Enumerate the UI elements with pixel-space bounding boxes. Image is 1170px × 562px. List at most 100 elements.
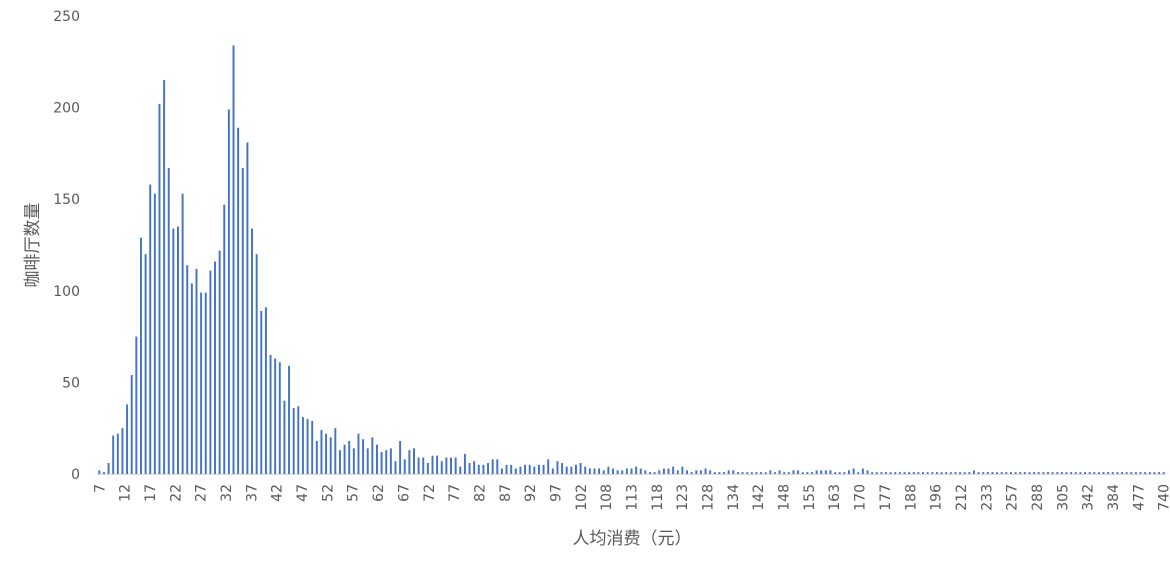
bar (972, 470, 975, 474)
bar (246, 142, 249, 474)
bar (982, 472, 985, 474)
x-axis-title: 人均消费（元） (573, 529, 692, 549)
bar (903, 472, 906, 474)
x-tick-label: 7 (92, 484, 108, 493)
bar (949, 472, 952, 474)
bar (195, 268, 198, 474)
bar (556, 461, 559, 474)
bar (264, 307, 267, 474)
x-tick-label: 170 (853, 484, 869, 511)
bar (186, 265, 189, 474)
x-tick-label: 740 (1157, 484, 1170, 511)
bar (177, 226, 179, 474)
x-tick-label: 97 (548, 484, 564, 502)
y-tick-label: 0 (71, 467, 80, 483)
bar (1130, 472, 1133, 474)
x-tick-label: 52 (320, 484, 336, 502)
bar (519, 466, 522, 474)
bar (644, 470, 647, 474)
bar (505, 464, 508, 474)
bar (440, 461, 443, 474)
bar (278, 362, 281, 474)
bar (561, 463, 564, 474)
bar (764, 472, 767, 474)
x-tick-label: 37 (244, 484, 260, 502)
y-tick-label: 50 (62, 375, 80, 391)
bar (98, 470, 101, 474)
bar (130, 375, 133, 474)
bar (116, 433, 119, 474)
x-tick-label: 82 (472, 484, 488, 502)
bar (806, 472, 809, 474)
bar (861, 468, 864, 474)
bar (542, 464, 545, 474)
bar (112, 435, 115, 474)
bar (848, 470, 850, 474)
x-tick-label: 92 (523, 484, 539, 502)
bar (857, 472, 860, 474)
bar (510, 464, 513, 474)
x-tick-label: 305 (1055, 484, 1071, 511)
bar (760, 472, 763, 474)
bar (362, 439, 365, 474)
bar (325, 433, 328, 474)
bar (431, 455, 434, 474)
y-axis-title: 咖啡厅数量 (23, 203, 43, 288)
bar (959, 472, 962, 474)
bar (713, 472, 716, 474)
bar (200, 292, 203, 474)
bar (204, 292, 207, 474)
bar (880, 472, 883, 474)
bar (704, 468, 707, 474)
bar (1042, 472, 1045, 474)
bar (635, 466, 638, 474)
bar (413, 448, 415, 474)
bar (514, 468, 517, 474)
bar (746, 472, 749, 474)
bar (528, 464, 531, 474)
bar (1028, 472, 1031, 474)
bar (898, 472, 901, 474)
bar (1070, 472, 1073, 474)
x-tick-label: 134 (726, 484, 742, 511)
bar (755, 472, 758, 474)
bar (1056, 472, 1059, 474)
x-tick-label: 87 (498, 484, 514, 502)
bar (653, 472, 656, 474)
bar (547, 459, 550, 474)
bar (736, 472, 739, 474)
bar (334, 428, 337, 474)
bar (255, 254, 258, 474)
bar (477, 464, 480, 474)
bar (459, 466, 462, 474)
x-tick-label: 148 (777, 484, 793, 511)
bar (436, 455, 439, 474)
bar (681, 466, 684, 474)
x-tick-label: 32 (219, 484, 235, 502)
bar (1074, 472, 1077, 474)
bar (727, 470, 730, 474)
bar (139, 237, 142, 474)
bar (1144, 472, 1147, 474)
bar (741, 472, 744, 474)
y-tick-label: 200 (53, 101, 80, 117)
bar (1010, 472, 1012, 474)
bar (690, 472, 693, 474)
bar (977, 472, 980, 474)
bar (422, 457, 425, 474)
bar (575, 464, 577, 474)
bar (315, 441, 318, 474)
bar (237, 127, 240, 474)
y-tick-label: 150 (53, 192, 80, 208)
x-tick-label: 42 (270, 484, 286, 502)
bar (500, 468, 503, 474)
bar (612, 468, 614, 474)
bar (778, 470, 781, 474)
bar (380, 452, 383, 474)
bar (121, 428, 124, 474)
bar (338, 450, 341, 474)
x-tick-label: 27 (194, 484, 210, 502)
y-axis: 0 50 100 150 200 250 (53, 9, 80, 483)
bar (227, 109, 230, 475)
bar (417, 457, 420, 474)
